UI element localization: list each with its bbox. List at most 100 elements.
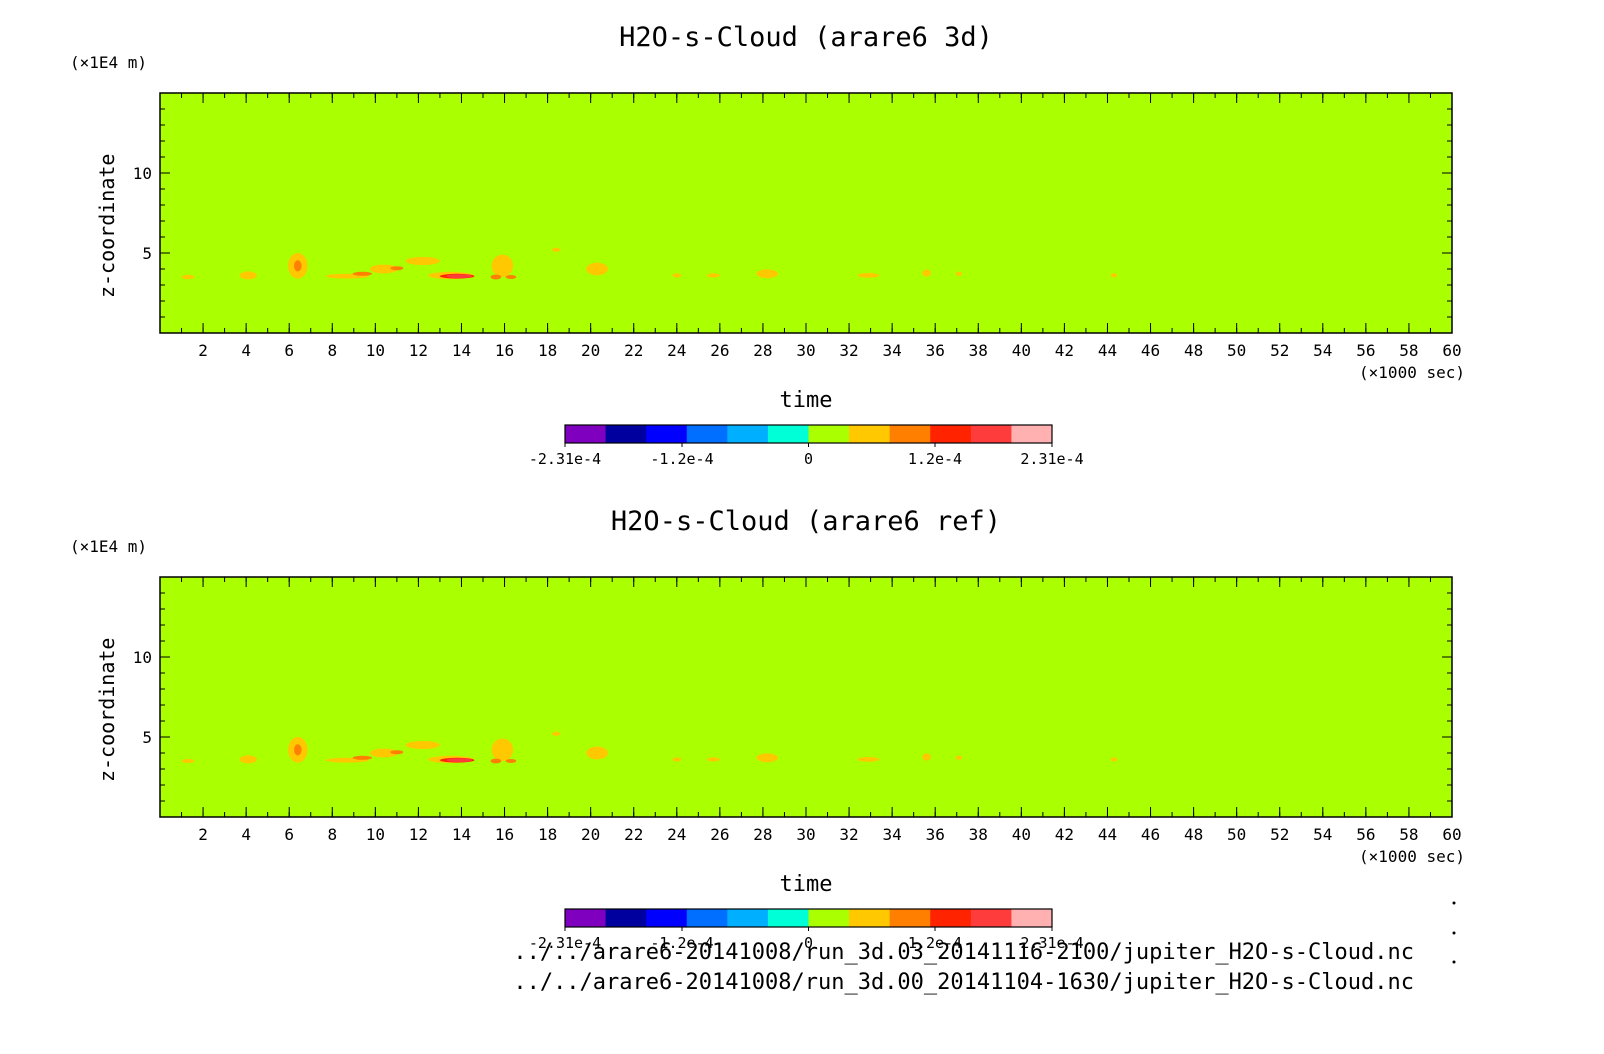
x-tick-label: 38 bbox=[969, 341, 988, 360]
x-tick-label: 24 bbox=[667, 825, 686, 844]
x-tick-label: 20 bbox=[581, 341, 600, 360]
colorbar-segment bbox=[930, 425, 972, 443]
x-tick-label: 48 bbox=[1184, 341, 1203, 360]
x-tick-label: 52 bbox=[1270, 341, 1289, 360]
colorbar-tick-label: -2.31e-4 bbox=[529, 934, 601, 952]
cloud-feature bbox=[490, 758, 502, 764]
cloud-feature bbox=[491, 254, 514, 277]
x-tick-label: 54 bbox=[1313, 341, 1332, 360]
cloud-feature bbox=[756, 753, 779, 763]
colorbar-segment bbox=[1011, 425, 1053, 443]
x-tick-label: 6 bbox=[284, 341, 294, 360]
x-tick-label: 36 bbox=[926, 341, 945, 360]
colorbar-segment bbox=[1011, 909, 1053, 927]
colorbar-segment bbox=[727, 425, 769, 443]
colorbar-segment bbox=[808, 425, 850, 443]
x-tick-label: 16 bbox=[495, 825, 514, 844]
y-tick-label: 5 bbox=[142, 728, 152, 747]
x-tick-label: 14 bbox=[452, 825, 471, 844]
cloud-feature bbox=[922, 753, 931, 761]
x-tick-label: 16 bbox=[495, 341, 514, 360]
colorbar-segment bbox=[808, 909, 850, 927]
x-tick-label: 42 bbox=[1055, 825, 1074, 844]
cloud-feature bbox=[551, 731, 561, 736]
colorbar-segment bbox=[930, 909, 972, 927]
colorbar-tick-label: -1.2e-4 bbox=[650, 934, 713, 952]
x-tick-label: 24 bbox=[667, 341, 686, 360]
colorbar-tick-label: 1.2e-4 bbox=[908, 450, 962, 468]
x-tick-label: 10 bbox=[366, 341, 385, 360]
y-tick-label: 10 bbox=[133, 164, 152, 183]
colorbar-segment bbox=[646, 425, 688, 443]
cloud-feature bbox=[239, 271, 257, 280]
file-path-ref: ../../arare6-20141008/run_3d.00_20141104… bbox=[513, 970, 1414, 995]
plot-background bbox=[160, 93, 1452, 333]
x-tick-label: 8 bbox=[327, 825, 337, 844]
cloud-feature bbox=[446, 758, 473, 763]
cloud-feature bbox=[857, 757, 880, 762]
x-tick-label: 52 bbox=[1270, 825, 1289, 844]
cloud-feature bbox=[405, 257, 440, 265]
cloud-feature bbox=[1110, 757, 1118, 762]
cloud-feature bbox=[294, 744, 302, 756]
cloud-feature bbox=[352, 755, 373, 760]
colorbar-tick-label: -2.31e-4 bbox=[529, 450, 601, 468]
x-tick-label: 26 bbox=[710, 825, 729, 844]
x-tick-label: 30 bbox=[796, 825, 815, 844]
marker-dot bbox=[1452, 931, 1456, 935]
cloud-feature bbox=[922, 269, 931, 277]
x-axis-label: time bbox=[780, 872, 833, 897]
x-tick-label: 22 bbox=[624, 341, 643, 360]
cloud-feature bbox=[181, 275, 195, 279]
cloud-feature bbox=[706, 757, 720, 762]
cloud-feature bbox=[294, 260, 302, 272]
cloud-feature bbox=[239, 755, 257, 764]
y-axis-label: z-coordinate bbox=[95, 154, 119, 298]
cloud-feature bbox=[490, 274, 502, 280]
cloud-feature bbox=[352, 271, 373, 276]
x-tick-label: 46 bbox=[1141, 341, 1160, 360]
x-tick-label: 36 bbox=[926, 825, 945, 844]
x-tick-label: 8 bbox=[327, 341, 337, 360]
x-tick-label: 30 bbox=[796, 341, 815, 360]
cloud-feature bbox=[505, 275, 517, 279]
x-tick-label: 40 bbox=[1012, 341, 1031, 360]
cloud-feature bbox=[181, 759, 195, 763]
file-path-3d: ../../arare6-20141008/run_3d.03_20141116… bbox=[513, 940, 1414, 965]
cloud-feature bbox=[390, 750, 404, 755]
colorbar-segment bbox=[849, 909, 891, 927]
colorbar-tick-label: -1.2e-4 bbox=[650, 450, 713, 468]
x-tick-label: 60 bbox=[1442, 341, 1461, 360]
x-tick-label: 6 bbox=[284, 825, 294, 844]
colorbar-segment bbox=[767, 909, 809, 927]
colorbar-tick-label: 2.31e-4 bbox=[1020, 450, 1083, 468]
colorbar-segment bbox=[565, 909, 607, 927]
colorbar-segment bbox=[565, 425, 607, 443]
x-tick-label: 34 bbox=[883, 341, 902, 360]
colorbar-tick-label: 0 bbox=[804, 934, 813, 952]
y-tick-label: 5 bbox=[142, 244, 152, 263]
marker-dot bbox=[1452, 960, 1456, 964]
colorbar-segment bbox=[970, 425, 1012, 443]
x-tick-label: 50 bbox=[1227, 341, 1246, 360]
colorbar-segment bbox=[605, 909, 647, 927]
colorbar-tick-label: 1.2e-4 bbox=[908, 934, 962, 952]
x-tick-label: 46 bbox=[1141, 825, 1160, 844]
x-tick-label: 44 bbox=[1098, 825, 1117, 844]
colorbar-segment bbox=[767, 425, 809, 443]
x-unit-label: (×1000 sec) bbox=[1359, 847, 1465, 866]
cloud-feature bbox=[369, 264, 398, 274]
x-tick-label: 4 bbox=[241, 341, 251, 360]
colorbar-segment bbox=[727, 909, 769, 927]
cloud-feature bbox=[446, 274, 473, 279]
cloud-feature bbox=[756, 269, 779, 279]
cloud-feature bbox=[955, 271, 963, 276]
x-axis-label: time bbox=[780, 388, 833, 413]
x-tick-label: 50 bbox=[1227, 825, 1246, 844]
cloud-feature bbox=[369, 748, 398, 758]
x-tick-label: 60 bbox=[1442, 825, 1461, 844]
x-tick-label: 18 bbox=[538, 341, 557, 360]
x-tick-label: 12 bbox=[409, 825, 428, 844]
cloud-feature bbox=[955, 755, 963, 760]
x-tick-label: 28 bbox=[753, 825, 772, 844]
